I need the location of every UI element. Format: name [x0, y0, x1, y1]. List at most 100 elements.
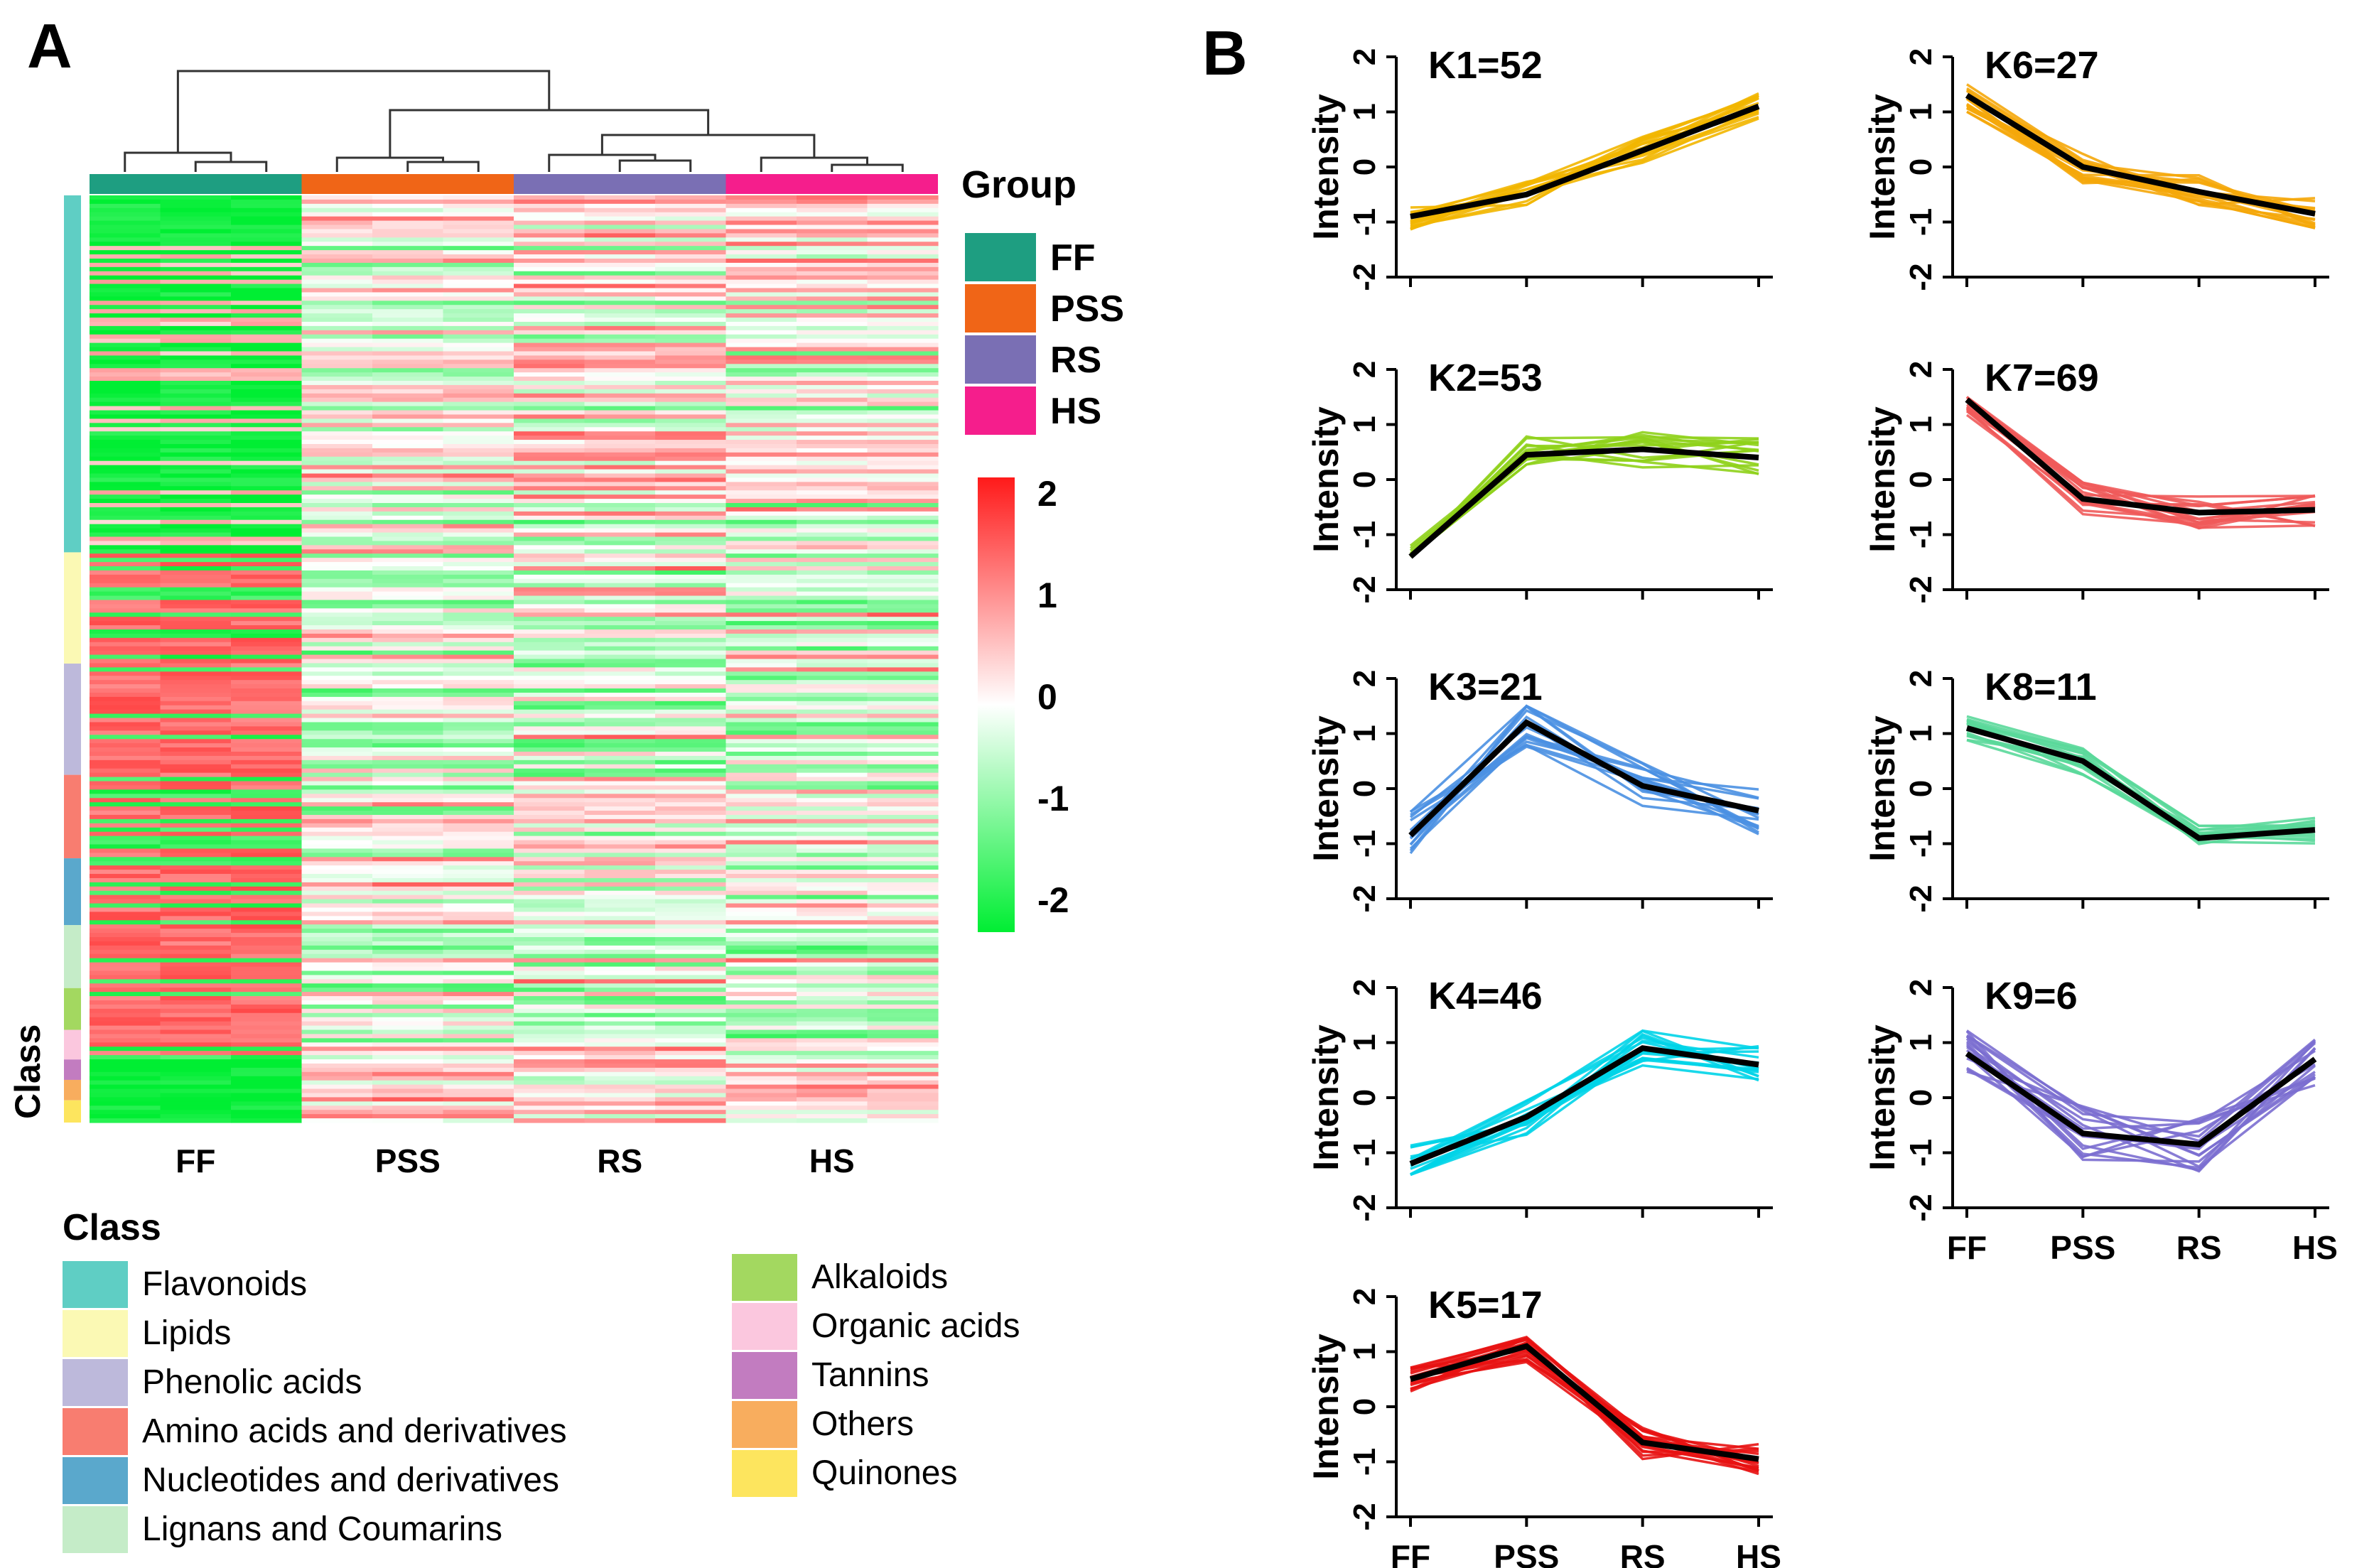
heatmap-cell — [443, 637, 514, 643]
heatmap-cell — [867, 1021, 939, 1027]
heatmap-cell — [231, 886, 303, 892]
heatmap-cell — [372, 1008, 444, 1014]
heatmap-cell — [301, 924, 373, 929]
heatmap-cell — [797, 646, 868, 651]
heatmap-cell — [372, 318, 444, 323]
heatmap-cell — [443, 1101, 514, 1106]
heatmap-cell — [372, 574, 444, 580]
heatmap-cell — [584, 1051, 656, 1056]
heatmap-cell — [867, 583, 939, 588]
heatmap-cell — [301, 907, 373, 913]
heatmap-cell — [160, 882, 232, 887]
heatmap-cell — [443, 342, 514, 348]
heatmap-cell — [655, 1042, 727, 1047]
heatmap-cell — [372, 541, 444, 546]
heatmap-cell — [797, 414, 868, 419]
heatmap-cell — [160, 743, 232, 748]
heatmap-cell — [231, 975, 303, 980]
heatmap-cell — [301, 877, 373, 883]
heatmap-cell — [443, 418, 514, 423]
heatmap-cell — [372, 1038, 444, 1043]
heatmap-cell — [725, 1059, 797, 1064]
heatmap-cell — [301, 549, 373, 554]
heatmap-cell — [584, 680, 656, 685]
heatmap-cell — [160, 1017, 232, 1022]
heatmap-cell — [725, 894, 797, 900]
heatmap-cell — [725, 511, 797, 517]
heatmap-cell — [443, 912, 514, 917]
heatmap-cell — [90, 894, 161, 900]
heatmap-cell — [867, 646, 939, 651]
heatmap-cell — [301, 920, 373, 925]
heatmap-cell — [443, 384, 514, 390]
heatmap-cell — [867, 473, 939, 479]
heatmap-cell — [90, 663, 161, 668]
heatmap-cell — [301, 684, 373, 689]
heatmap-cell — [797, 953, 868, 959]
heatmap-cell — [231, 617, 303, 622]
heatmap-cell — [797, 469, 868, 475]
heatmap-cell — [514, 558, 586, 563]
heatmap-cell — [160, 325, 232, 331]
heatmap-cell — [655, 684, 727, 689]
heatmap-cell — [160, 355, 232, 360]
heatmap-cell — [160, 423, 232, 428]
heatmap-cell — [301, 338, 373, 344]
heatmap-cell — [372, 667, 444, 672]
heatmap-cell — [584, 667, 656, 672]
heatmap-cell — [231, 220, 303, 226]
heatmap-cell — [725, 696, 797, 702]
heatmap-cell — [655, 549, 727, 554]
heatmap-cell — [160, 629, 232, 634]
heatmap-cell — [231, 423, 303, 428]
heatmap-cell — [90, 292, 161, 297]
heatmap-cell — [90, 992, 161, 997]
heatmap-cell — [372, 870, 444, 875]
heatmap-cell — [797, 680, 868, 685]
heatmap-cell — [797, 511, 868, 517]
heatmap-cell — [301, 587, 373, 593]
heatmap-cell — [160, 818, 232, 824]
heatmap-cell — [90, 844, 161, 850]
heatmap-cell — [372, 949, 444, 955]
x-tick-label: FF — [1947, 1229, 1987, 1266]
heatmap-cell — [584, 519, 656, 525]
heatmap-cell — [514, 933, 586, 938]
heatmap-cell — [867, 1088, 939, 1094]
heatmap-cell — [655, 966, 727, 972]
heatmap-cell — [584, 1093, 656, 1098]
heatmap-cell — [372, 524, 444, 529]
heatmap-cell — [867, 233, 939, 238]
heatmap-cell — [231, 549, 303, 554]
heatmap-cell — [725, 992, 797, 997]
heatmap-cell — [514, 759, 586, 765]
class-strip-segment — [64, 1029, 81, 1060]
heatmap-cell — [301, 874, 373, 879]
heatmap-cell — [797, 431, 868, 436]
heatmap-cell — [725, 229, 797, 234]
y-axis-label: Intensity — [1862, 1024, 1902, 1171]
heatmap-cell — [514, 401, 586, 407]
heatmap-cell — [443, 650, 514, 656]
heatmap-cell — [372, 486, 444, 491]
heatmap-cell — [231, 874, 303, 879]
heatmap-cell — [90, 958, 161, 963]
heatmap-cell — [90, 448, 161, 453]
heatmap-cell — [655, 945, 727, 951]
heatmap-cell — [514, 617, 586, 622]
heatmap-cell — [514, 970, 586, 975]
heatmap-cell — [514, 794, 586, 799]
heatmap-cell — [797, 853, 868, 858]
heatmap-cell — [797, 1080, 868, 1086]
heatmap-cell — [797, 874, 868, 879]
heatmap-cell — [301, 886, 373, 892]
heatmap-cell — [443, 519, 514, 525]
heatmap-cell — [372, 848, 444, 853]
heatmap-cell — [372, 608, 444, 613]
heatmap-cell — [584, 713, 656, 719]
heatmap-cell — [160, 684, 232, 689]
heatmap-cell — [160, 229, 232, 234]
heatmap-cell — [867, 1034, 939, 1039]
heatmap-cell — [867, 330, 939, 335]
